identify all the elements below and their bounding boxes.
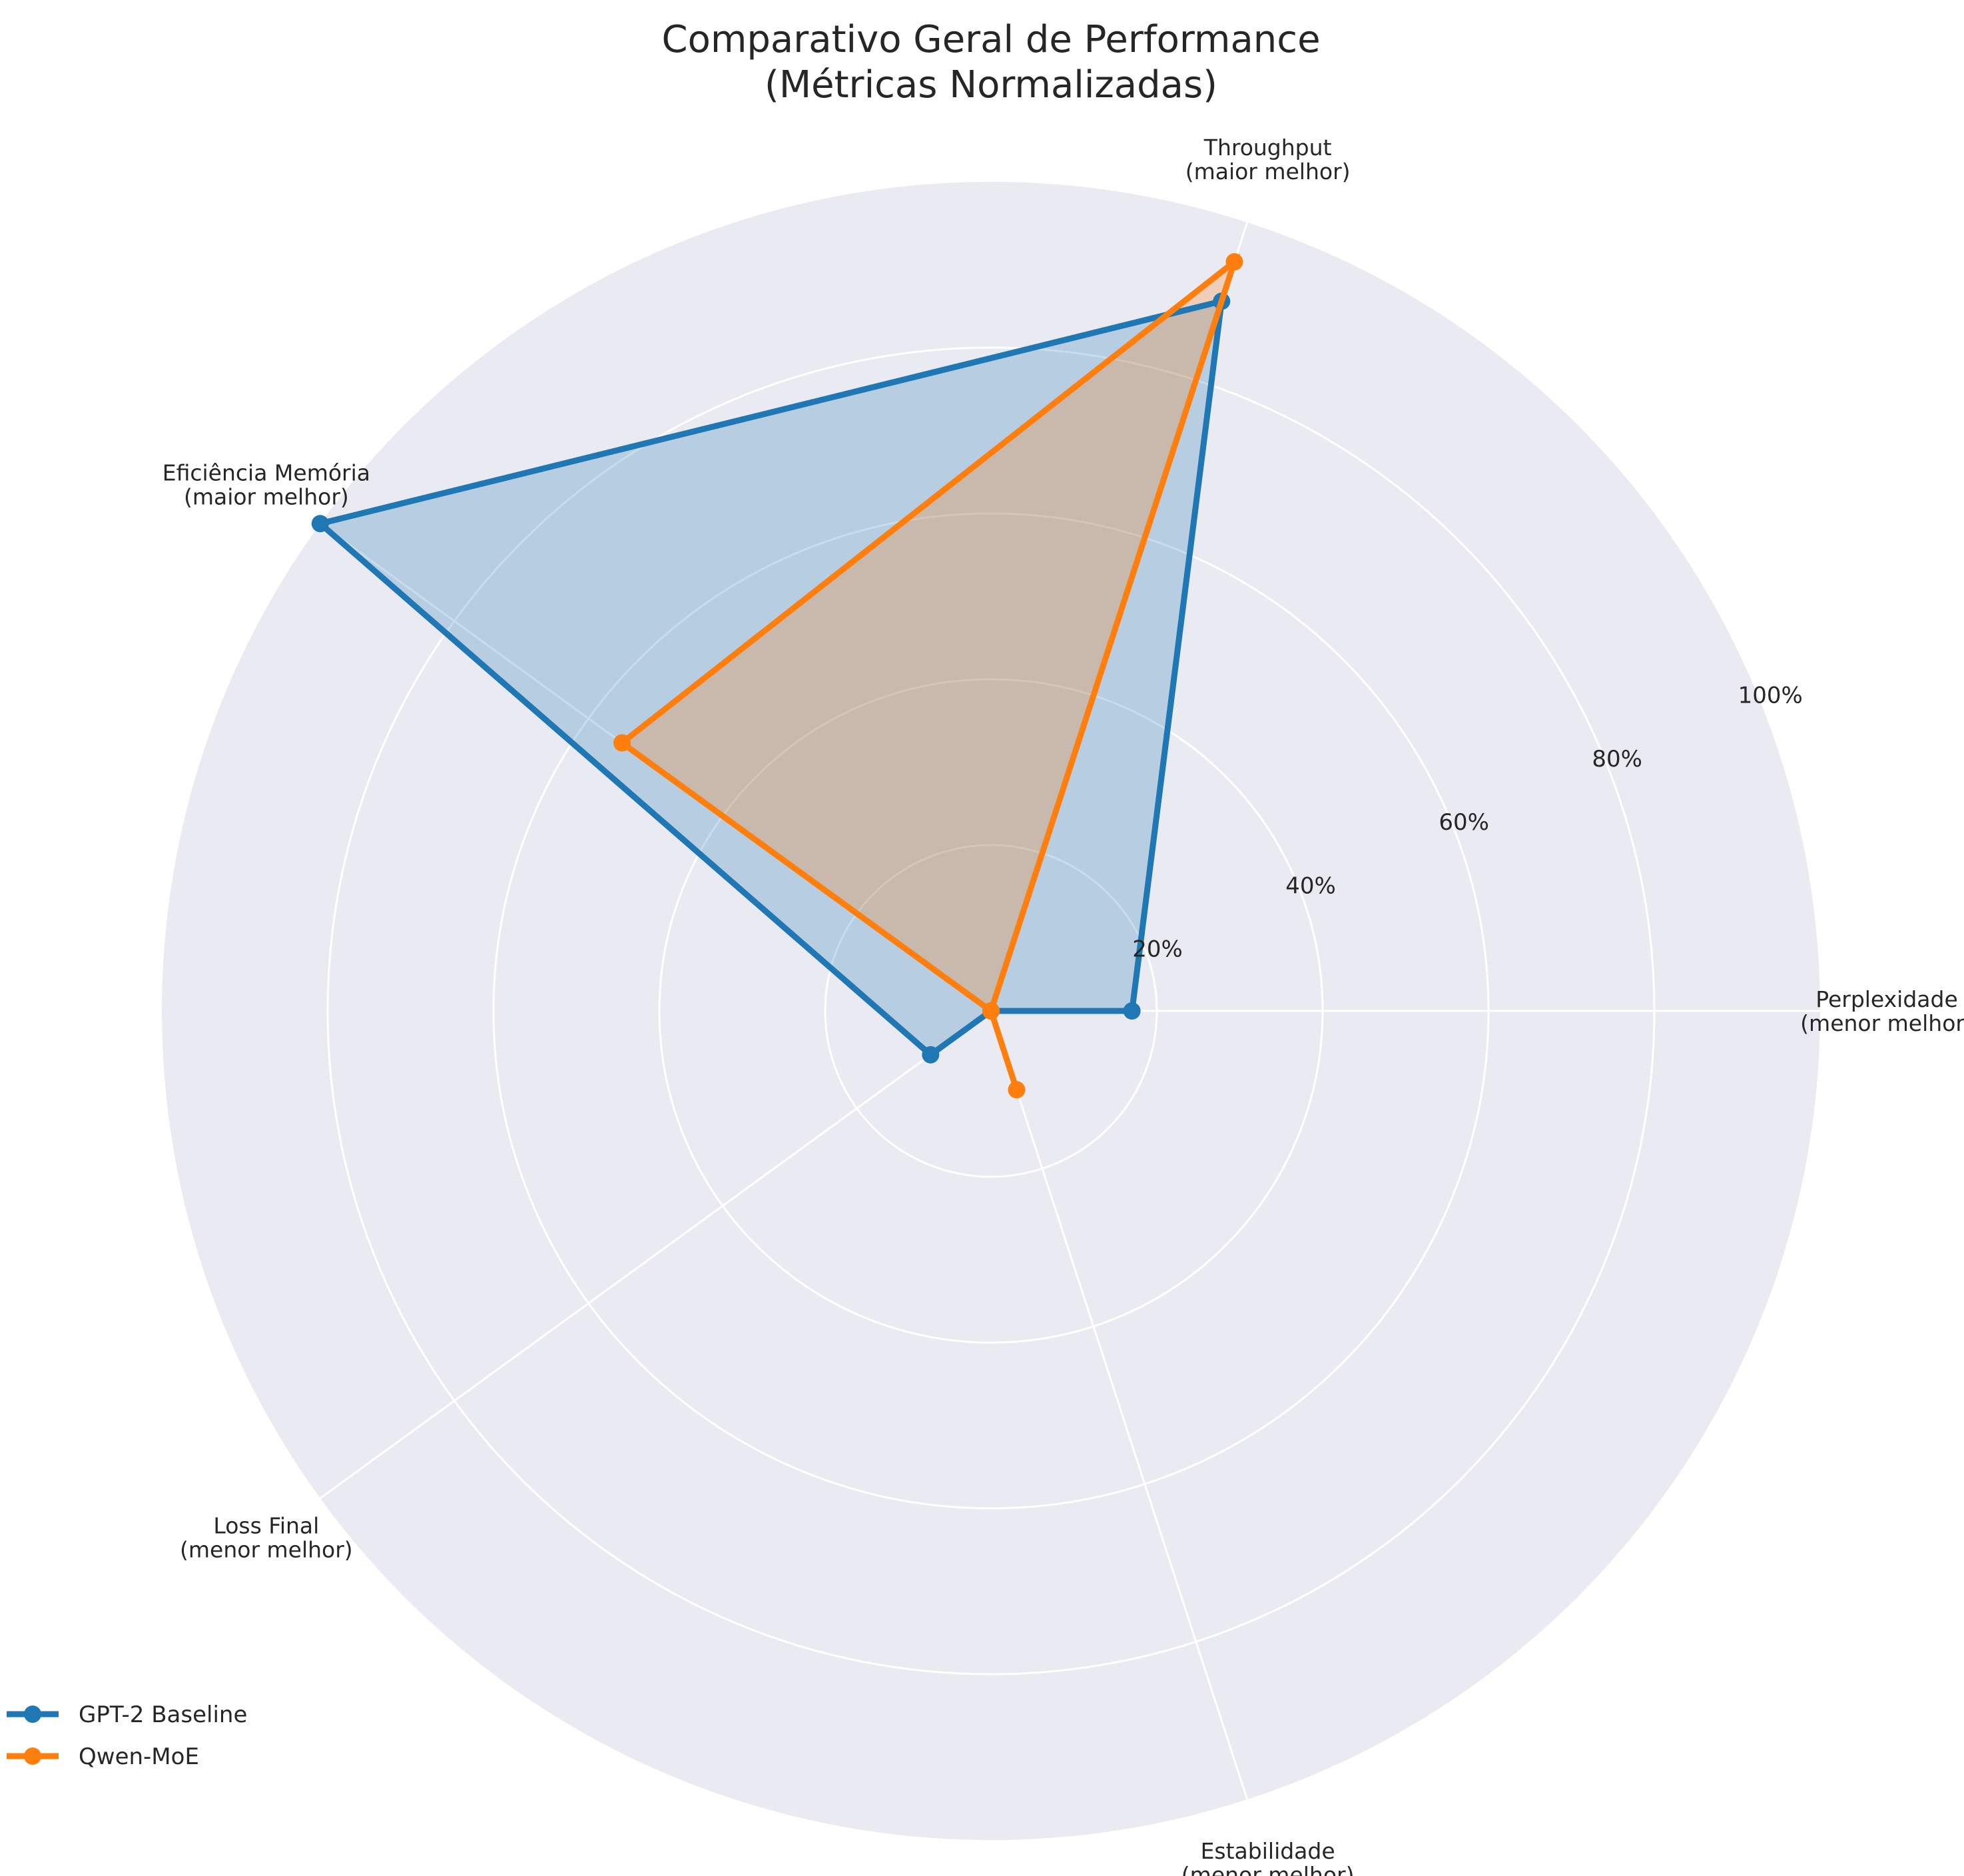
series-area [622,262,1235,1090]
series-point [922,1046,940,1064]
radial-tick-labels: 20% 40% 60% 80% 100% [1132,683,1803,963]
series-line [314,297,1225,1059]
radial-tick-label: 80% [1592,746,1642,773]
legend-marker [24,1706,41,1723]
radial-tick-label: 40% [1285,872,1336,899]
series-point [1225,253,1243,271]
axis-label: Estabilidade (menor melhor) [1181,1838,1355,1876]
grid-spoke [990,1010,1249,1800]
series-point [311,515,329,533]
series-point [1008,1081,1026,1099]
axis-label: Perplexidade (menor melhor) [1800,986,1964,1036]
legend-label: Qwen-MoE [79,1743,199,1770]
series-layer [311,253,1243,1099]
radial-tick-label: 100% [1738,683,1803,709]
chart-title-line: Comparativo Geral de Performance [661,18,1320,61]
chart-title: Comparativo Geral de Performance (Métrica… [661,18,1320,107]
series-point [982,1002,1000,1020]
axis-label: Loss Final (menor melhor) [180,1513,353,1563]
radial-tick-label: 20% [1132,936,1183,963]
legend-label: GPT-2 Baseline [79,1702,247,1728]
series-point [1123,1002,1141,1020]
chart-title-line: (Métricas Normalizadas) [765,63,1217,107]
axis-label: Throughput (maior melhor) [1185,135,1351,184]
radial-tick-label: 60% [1439,809,1489,836]
series-area [320,301,1222,1055]
series-line [617,253,1241,1091]
legend: GPT-2 Baseline Qwen-MoE [7,1702,247,1770]
legend-marker [24,1747,41,1765]
axis-label: Eficiência Memória (maior melhor) [163,460,370,509]
series-point [613,734,631,752]
axis-labels: Perplexidade (menor melhor) Throughput (mai… [163,135,1964,1876]
grid-spoke [319,1010,992,1500]
